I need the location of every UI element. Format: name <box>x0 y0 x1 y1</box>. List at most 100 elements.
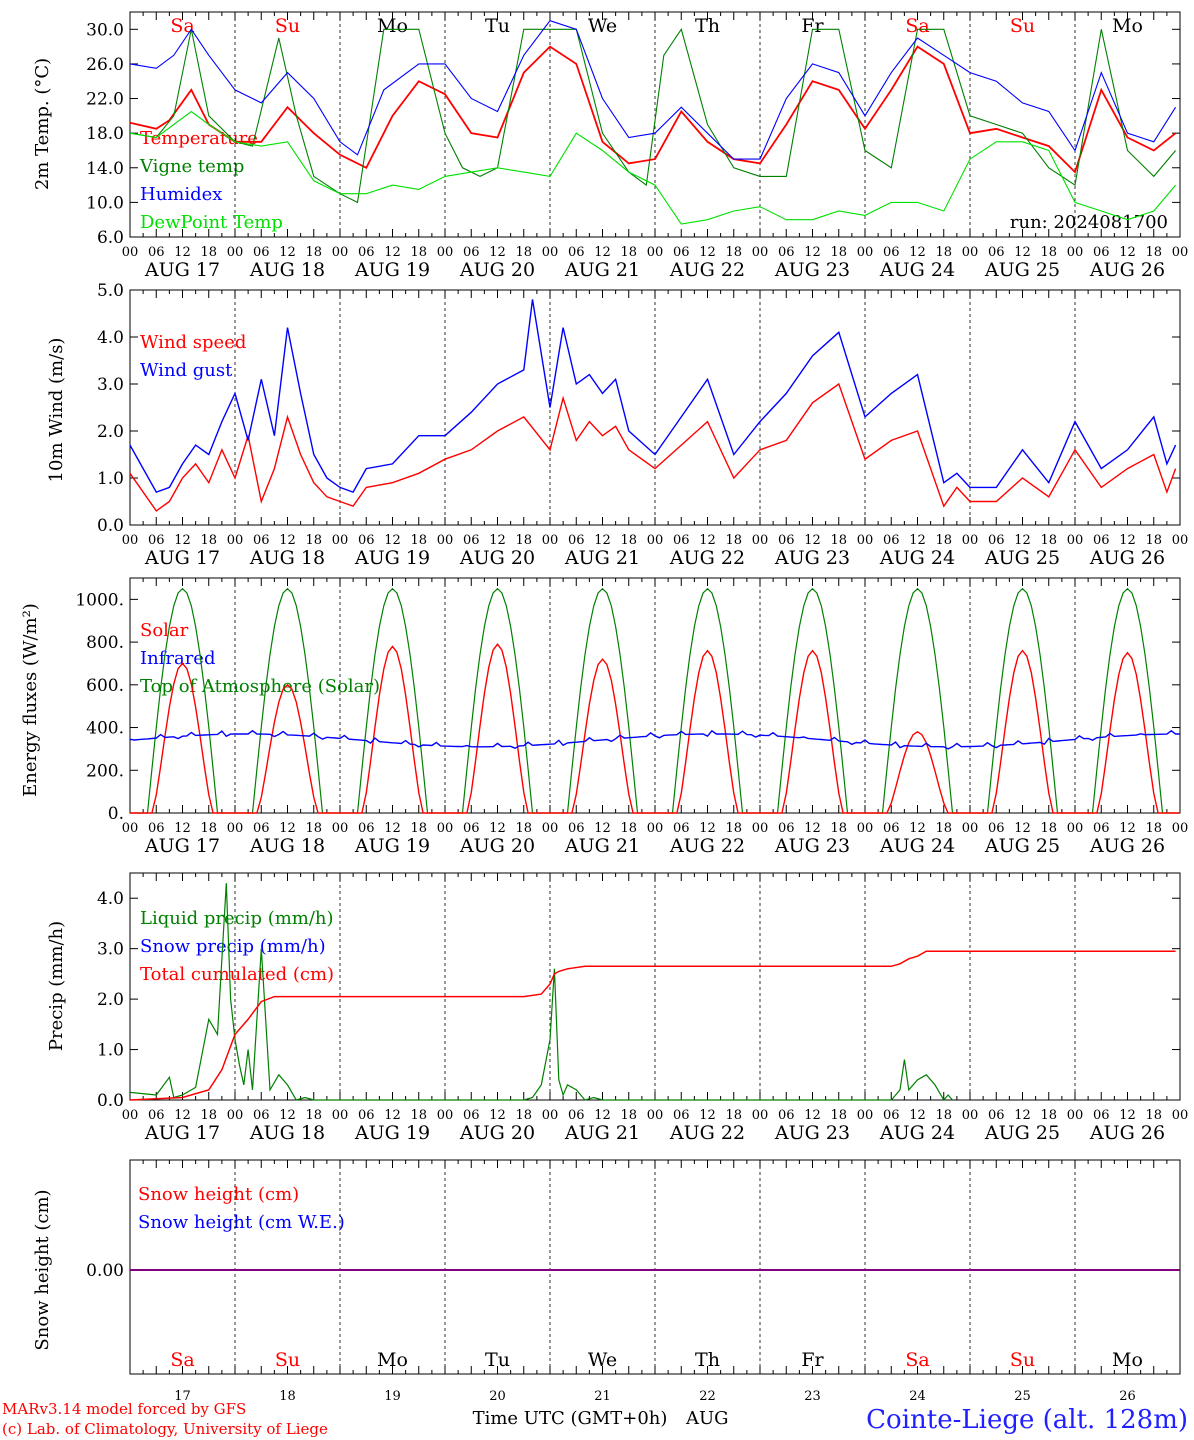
wind-hour-label: 00 <box>227 533 244 548</box>
snow-weekday-label: Fr <box>801 1349 824 1371</box>
wind-date-label: AUG 26 <box>1089 547 1165 569</box>
snow-day-number: 20 <box>489 1389 506 1404</box>
wind-series-0 <box>129 382 1177 512</box>
temperature-ytick-label: 26.0 <box>86 55 124 75</box>
wind-hour-label: 00 <box>1172 533 1189 548</box>
temperature-weekday-label: We <box>588 15 617 37</box>
temperature-hour-label: 18 <box>1145 245 1162 260</box>
energy-hour-label: 00 <box>857 821 874 836</box>
precip-date-label: AUG 25 <box>984 1122 1060 1144</box>
precip-hour-label: 12 <box>489 1108 506 1123</box>
wind-date-label: AUG 17 <box>144 547 220 569</box>
wind-hour-label: 12 <box>804 533 821 548</box>
energy-hour-label: 12 <box>174 821 191 836</box>
snow-day-number: 17 <box>174 1389 191 1404</box>
legend-toa-solar: Top of Atmosphere (Solar) <box>140 676 380 697</box>
energy-hour-label: 18 <box>305 821 322 836</box>
temperature-hour-label: 18 <box>515 245 532 260</box>
wind-ytick-label: 3.0 <box>97 375 124 395</box>
wind-hour-label: 12 <box>489 533 506 548</box>
wind-hour-label: 00 <box>437 533 454 548</box>
wind-date-label: AUG 21 <box>564 547 640 569</box>
energy-hour-label: 12 <box>909 821 926 836</box>
temperature-panel: 2m Temp. (°C) Temperature Vigne temp Hum… <box>32 58 1168 233</box>
temperature-hour-label: 00 <box>227 245 244 260</box>
wind-hour-label: 18 <box>1040 533 1057 548</box>
precip-ylabel: Precip (mm/h) <box>46 921 67 1051</box>
temperature-ytick-label: 6.0 <box>97 228 124 248</box>
precip-hour-label: 12 <box>1119 1108 1136 1123</box>
precip-liquid-line <box>129 883 953 1102</box>
temperature-hour-label: 06 <box>463 245 480 260</box>
snow-weekday-label: Tu <box>485 1349 510 1371</box>
wind-ytick-label: 0.0 <box>97 516 124 536</box>
temperature-hour-label: 18 <box>725 245 742 260</box>
wind-hour-label: 00 <box>1067 533 1084 548</box>
energy-hour-label: 12 <box>1014 821 1031 836</box>
legend-wind-speed: Wind speed <box>140 332 246 353</box>
temperature-date-label: AUG 20 <box>459 259 535 281</box>
precip-hour-label: 06 <box>568 1108 585 1123</box>
precip-hour-label: 12 <box>594 1108 611 1123</box>
precip-hour-label: 12 <box>804 1108 821 1123</box>
temperature-hour-label: 12 <box>384 245 401 260</box>
wind-hour-label: 06 <box>988 533 1005 548</box>
temperature-hour-label: 00 <box>437 245 454 260</box>
wind-hour-label: 06 <box>778 533 795 548</box>
temperature-weekday-label: Sa <box>170 15 194 37</box>
snow-weekday-label: Sa <box>170 1349 194 1371</box>
energy-date-label: AUG 23 <box>774 835 850 857</box>
precip-hour-label: 06 <box>988 1108 1005 1123</box>
legend-snow-height-we: Snow height (cm W.E.) <box>138 1212 345 1233</box>
energy-date-label: AUG 19 <box>354 835 430 857</box>
energy-date-label: AUG 24 <box>879 835 955 857</box>
wind-date-label: AUG 23 <box>774 547 850 569</box>
energy-ytick-label: 600. <box>86 676 124 696</box>
wind-hour-label: 00 <box>647 533 664 548</box>
temperature-hour-label: 18 <box>305 245 322 260</box>
precip-hour-label: 00 <box>332 1108 349 1123</box>
temperature-date-label: AUG 26 <box>1089 259 1165 281</box>
energy-hour-label: 18 <box>725 821 742 836</box>
precip-hour-label: 00 <box>752 1108 769 1123</box>
temperature-weekday-label: Su <box>1010 15 1035 37</box>
energy-hour-label: 12 <box>384 821 401 836</box>
precip-date-label: AUG 20 <box>459 1122 535 1144</box>
legend-humidex: Humidex <box>140 184 222 205</box>
temperature-hour-label: 18 <box>1040 245 1057 260</box>
temperature-hour-label: 00 <box>332 245 349 260</box>
legend-snow-precip: Snow precip (mm/h) <box>140 936 326 957</box>
wind-hour-label: 12 <box>699 533 716 548</box>
temperature-hour-label: 18 <box>935 245 952 260</box>
wind-hour-label: 06 <box>1093 533 1110 548</box>
wind-hour-label: 12 <box>384 533 401 548</box>
temperature-series-1 <box>129 27 1177 204</box>
temperature-series-2 <box>129 20 1177 160</box>
precip-hour-label: 18 <box>725 1108 742 1123</box>
wind-ytick-label: 1.0 <box>97 469 124 489</box>
precip-date-label: AUG 21 <box>564 1122 640 1144</box>
energy-panel: Energy fluxes (W/m²) Solar Infrared Top … <box>20 603 380 797</box>
plot-layer: 6.0 10.0 14.0 18.0 22.0 26.0 30.0 Sa Su Mo Tu We Th F… <box>75 11 1189 1404</box>
precip-hour-label: 12 <box>174 1108 191 1123</box>
snow-ytick-label: 0.00 <box>86 1261 124 1281</box>
precip-hour-label: 00 <box>437 1108 454 1123</box>
wind-hour-label: 00 <box>332 533 349 548</box>
energy-date-label: AUG 21 <box>564 835 640 857</box>
precip-date-label: AUG 19 <box>354 1122 430 1144</box>
snow-panel: Snow height (cm) Snow height (cm) Snow h… <box>32 1184 345 1351</box>
energy-hour-label: 18 <box>410 821 427 836</box>
energy-date-label: AUG 20 <box>459 835 535 857</box>
temperature-hour-label: 06 <box>148 245 165 260</box>
energy-hour-label: 00 <box>1067 821 1084 836</box>
energy-ylabel: Energy fluxes (W/m²) <box>20 603 41 797</box>
wind-hour-label: 06 <box>568 533 585 548</box>
energy-hour-label: 00 <box>332 821 349 836</box>
precip-panel: Precip (mm/h) Liquid precip (mm/h) Snow … <box>46 908 334 1051</box>
precip-hour-label: 00 <box>857 1108 874 1123</box>
precip-hour-label: 00 <box>227 1108 244 1123</box>
wind-hour-label: 18 <box>1145 533 1162 548</box>
wind-hour-label: 06 <box>883 533 900 548</box>
legend-liquid-precip: Liquid precip (mm/h) <box>140 908 334 929</box>
energy-hour-label: 12 <box>1119 821 1136 836</box>
